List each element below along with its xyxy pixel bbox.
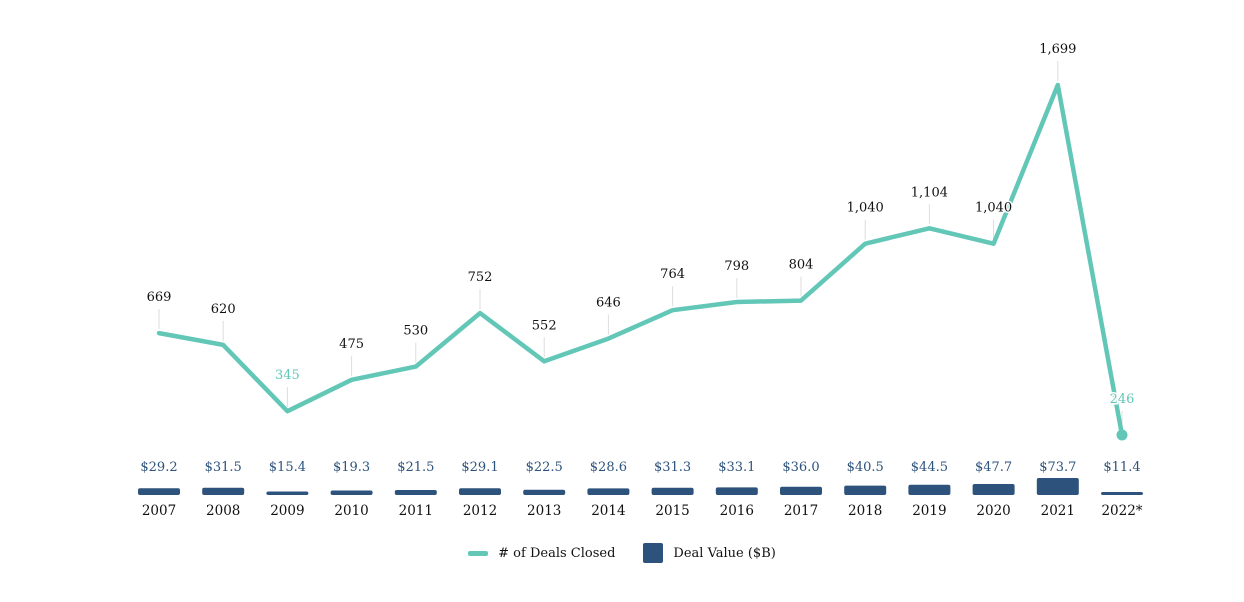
deals-value-label: 246 (1110, 392, 1135, 407)
legend-swatch-value (643, 543, 664, 563)
x-tick-label: 2021 (1041, 503, 1075, 519)
bar-value-label: $15.4 (269, 460, 306, 475)
x-tick-label: 2007 (142, 503, 176, 519)
deals-line (156, 82, 1125, 438)
bar-value-label: $21.5 (397, 460, 434, 475)
bar-2010 (330, 490, 373, 495)
legend-item-value[interactable]: Deal Value ($B) (643, 543, 776, 563)
legend-label-value: Deal Value ($B) (673, 545, 776, 561)
bar-2009 (266, 491, 309, 495)
deals-value-label: 552 (532, 318, 557, 333)
bar-2017 (780, 486, 822, 495)
x-tick-label: 2008 (206, 503, 240, 519)
legend-label-deals: # of Deals Closed (498, 545, 616, 561)
bar-2007 (138, 488, 180, 495)
deals-point-end (1116, 429, 1128, 441)
x-tick-label: 2014 (591, 503, 625, 519)
deals-value-label: 752 (468, 270, 493, 285)
x-tick-label: 2019 (912, 503, 946, 519)
bar-2014 (587, 488, 630, 495)
x-tick-label: 2010 (334, 503, 368, 519)
bar-value-label: $31.5 (205, 460, 242, 475)
x-tick-label: 2016 (720, 503, 754, 519)
deals-value-label: 1,104 (911, 185, 948, 200)
bar-2008 (202, 487, 245, 495)
deals-value-label: 1,040 (847, 201, 884, 216)
x-tick-label: 2015 (655, 503, 689, 519)
deals-value-label: 1,040 (975, 201, 1012, 216)
bar-2018 (844, 485, 887, 495)
deals-value-label: 620 (211, 302, 236, 317)
bar-value-label: $19.3 (333, 460, 370, 475)
bar-value-label: $44.5 (911, 460, 948, 475)
bar-2020 (972, 483, 1015, 495)
x-tick-label: 2009 (270, 503, 304, 519)
bar-value-label: $47.7 (975, 460, 1012, 475)
deals-value-label: 475 (339, 337, 364, 352)
x-tick-label: 2018 (848, 503, 882, 519)
bar-2019 (908, 484, 951, 495)
bar-2012 (459, 488, 501, 495)
bar-value-label: $36.0 (782, 460, 819, 475)
x-tick-label: 2012 (463, 503, 497, 519)
bar-2013 (523, 489, 566, 495)
deals-value-label: 646 (596, 296, 621, 311)
x-tick-label: 2022* (1101, 503, 1142, 519)
bar-value-label: $33.1 (718, 460, 755, 475)
deals-value-label: 804 (789, 258, 814, 273)
legend-item-deals[interactable]: # of Deals Closed (468, 546, 615, 561)
bar-value-label: $73.7 (1039, 460, 1076, 475)
legend: # of Deals Closed Deal Value ($B) (0, 540, 1244, 566)
bar-value-label: $28.6 (590, 460, 627, 475)
deals-value-label: 345 (275, 368, 300, 383)
bar-value-label: $11.4 (1103, 460, 1140, 475)
deals-value-label: 669 (147, 290, 172, 305)
deals-value-label: 764 (660, 267, 685, 282)
bar-2015 (651, 487, 694, 495)
x-tick-label: 2013 (527, 503, 561, 519)
bar-2022* (1101, 492, 1143, 495)
bar-2011 (394, 490, 437, 495)
bar-value-label: $22.5 (526, 460, 563, 475)
legend-swatch-deals (468, 550, 489, 556)
x-tick-label: 2020 (976, 503, 1010, 519)
x-tick-label: 2011 (399, 503, 433, 519)
bar-2021 (1036, 478, 1079, 495)
bar-value-label: $40.5 (847, 460, 884, 475)
bar-value-label: $29.1 (461, 460, 498, 475)
bar-2016 (715, 487, 758, 495)
bar-value-label: $29.2 (140, 460, 177, 475)
bar-value-label: $31.3 (654, 460, 691, 475)
deals-value-label: 1,699 (1039, 42, 1076, 57)
deals-value-label: 798 (724, 259, 749, 274)
deals-value-label: 530 (403, 324, 428, 339)
x-tick-label: 2017 (784, 503, 818, 519)
